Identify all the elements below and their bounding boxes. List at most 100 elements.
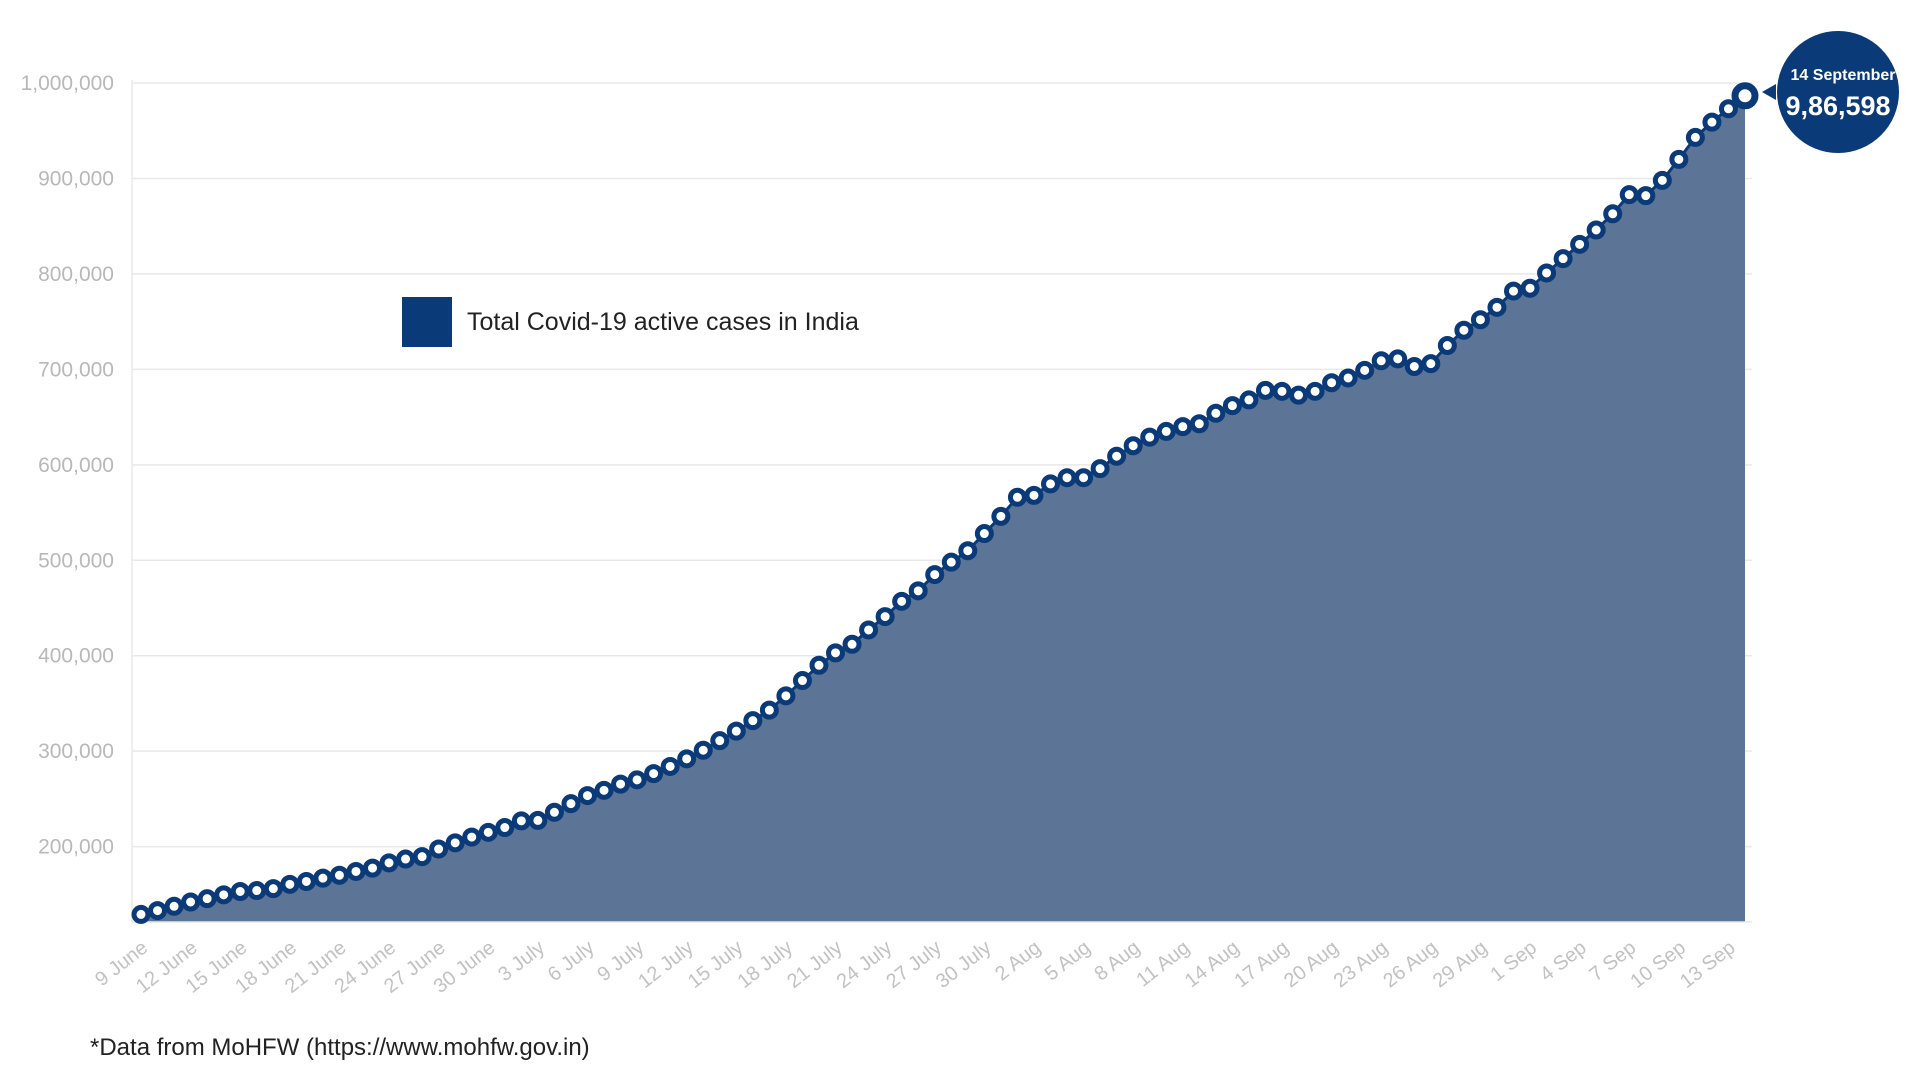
gridlines [132,82,1752,848]
data-point [247,881,267,901]
data-points [131,82,1759,924]
x-tick-label: 20 Aug [1280,937,1343,993]
data-point [346,861,366,881]
data-point [991,506,1011,526]
x-tick-label: 12 July [634,937,697,993]
data-point [1570,234,1590,254]
data-point [1487,297,1507,317]
x-tick-label: 29 Aug [1429,937,1492,993]
data-point [148,901,168,921]
data-point [1140,427,1160,447]
data-point [809,655,829,675]
data-point [412,847,432,867]
data-point [1173,417,1193,437]
data-point [759,700,779,720]
data-point [1040,474,1060,494]
data-point [544,802,564,822]
x-tick-label: 13 Sep [1676,937,1739,993]
x-tick-label: 11 Aug [1132,937,1193,992]
data-point [181,892,201,912]
x-tick-label: 5 Aug [1041,937,1095,986]
y-tick-label: 900,000 [38,167,114,190]
data-point [131,904,151,924]
data-point [478,822,498,842]
x-tick-label: 23 Aug [1330,937,1393,993]
data-point [313,868,333,888]
axes [131,80,1752,923]
callout-pointer [1762,84,1776,100]
callout-bubble [1777,31,1899,153]
data-point [1652,170,1672,190]
y-tick-label: 400,000 [38,645,114,668]
y-tick-label: 600,000 [38,454,114,477]
y-tick-label: 700,000 [38,358,114,381]
x-tick-label: 27 July [882,937,945,993]
data-point [1222,396,1242,416]
data-point [577,786,597,806]
y-tick-label: 500,000 [38,549,114,572]
x-tick-label: 4 Sep [1536,937,1591,987]
data-point [826,643,846,663]
x-tick-label: 14 Aug [1181,937,1244,993]
y-axis-ticks: 200,000 300,000 400,000 500,000 600,000 700,0… [21,72,114,859]
data-point [1404,357,1424,376]
y-tick-label: 200,000 [38,836,114,859]
x-tick-label: 15 July [684,937,747,993]
data-point [1603,204,1623,224]
data-point [1636,186,1656,206]
series-area [141,95,1745,922]
data-point [1437,336,1457,355]
data-point [594,780,614,800]
data-point [974,524,994,544]
data-point [611,774,631,794]
data-point [743,711,763,731]
data-point [1537,263,1557,283]
data-point [892,591,912,611]
data-point [925,565,945,585]
data-point [875,607,895,627]
data-point [528,810,548,830]
data-point [511,811,531,831]
data-point [1454,320,1474,340]
data-point [792,671,812,691]
data-point [379,853,399,873]
data-point [693,740,713,760]
data-point [941,552,961,572]
data-point [495,818,515,838]
data-point [644,764,664,784]
data-point [1272,381,1292,401]
data-point [1470,310,1490,330]
x-tick-label: 3 July [494,937,549,987]
data-point [1619,185,1639,205]
data-point [396,849,416,869]
data-point [710,731,730,751]
callout-value: 9,86,598 [1785,91,1890,121]
source-note: *Data from MoHFW (https://www.mohfw.gov.… [90,1034,590,1061]
data-point [1289,385,1309,405]
data-point [1421,354,1441,374]
data-point [1024,485,1044,505]
legend-label: Total Covid-19 active cases in India [467,308,859,336]
data-point [1553,249,1573,269]
data-point [1388,349,1408,369]
data-point [1371,351,1391,371]
data-point [263,879,283,899]
data-point [776,686,796,706]
data-point [1305,381,1325,401]
x-tick-label: 18 July [734,937,797,993]
data-point [1123,436,1143,456]
data-point [1338,368,1358,388]
data-point [660,756,680,776]
data-point [627,770,647,790]
x-tick-label: 1 Sep [1486,937,1541,987]
data-point [1255,380,1275,400]
value-callout: 14 September 9,86,598 [1762,31,1899,153]
area-fill [140,94,1746,922]
x-tick-label: 6 July [544,937,599,987]
x-tick-label: 2 Aug [991,937,1045,986]
x-tick-label: 17 Aug [1230,937,1293,993]
data-point [1520,278,1540,298]
data-point [1239,390,1259,410]
